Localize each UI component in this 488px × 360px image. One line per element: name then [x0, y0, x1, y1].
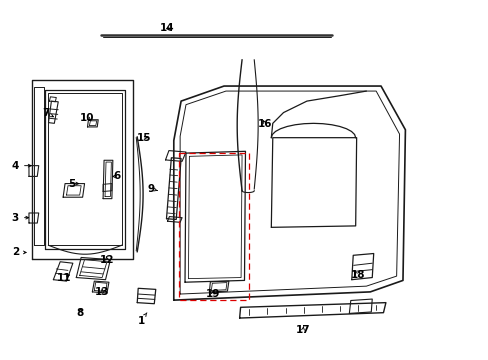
Text: 15: 15	[137, 133, 151, 143]
Text: 4: 4	[12, 161, 31, 171]
Text: 14: 14	[160, 23, 174, 33]
Text: 19: 19	[205, 289, 220, 299]
Text: 1: 1	[137, 313, 146, 325]
Text: 7: 7	[42, 108, 53, 118]
Text: 12: 12	[100, 255, 114, 265]
Text: 17: 17	[295, 325, 310, 335]
Text: 9: 9	[147, 184, 157, 194]
Text: 5: 5	[68, 179, 79, 189]
Text: 8: 8	[76, 308, 83, 318]
Text: 3: 3	[12, 213, 28, 222]
Text: 6: 6	[113, 171, 120, 181]
Text: 16: 16	[257, 120, 272, 129]
Text: 11: 11	[57, 273, 71, 283]
Text: 13: 13	[95, 287, 109, 297]
Text: 10: 10	[80, 113, 95, 123]
Text: 18: 18	[350, 270, 364, 280]
Text: 2: 2	[12, 247, 26, 257]
